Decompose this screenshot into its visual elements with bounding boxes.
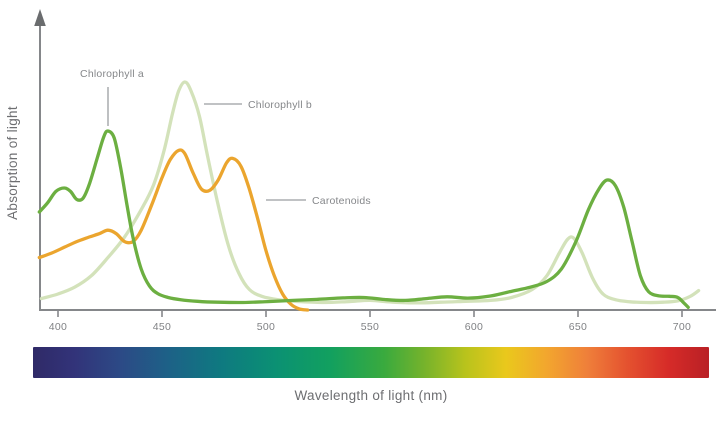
x-tick-label: 400: [49, 321, 67, 333]
x-axis-ticks: 400 450 500 550 600 650 700: [49, 310, 691, 333]
x-axis-title: Wavelength of light (nm): [294, 388, 447, 403]
y-axis-arrow-icon: [34, 9, 46, 26]
x-tick-label: 600: [465, 321, 483, 333]
curve-chlorophyll-b: [39, 80, 701, 305]
label-chlorophyll-b: Chlorophyll b: [248, 99, 312, 111]
x-tick-label: 700: [673, 321, 691, 333]
label-carotenoids: Carotenoids: [312, 195, 371, 207]
x-tick-label: 550: [361, 321, 379, 333]
x-tick-label: 650: [569, 321, 587, 333]
y-axis-title: Absorption of light: [5, 106, 20, 220]
label-chlorophyll-a: Chlorophyll a: [80, 68, 144, 80]
curve-chlorophyll-a: [37, 129, 690, 309]
x-tick-label: 500: [257, 321, 275, 333]
curve-carotenoids: [37, 148, 310, 312]
x-tick-label: 450: [153, 321, 171, 333]
visible-spectrum-bar: [33, 347, 709, 378]
